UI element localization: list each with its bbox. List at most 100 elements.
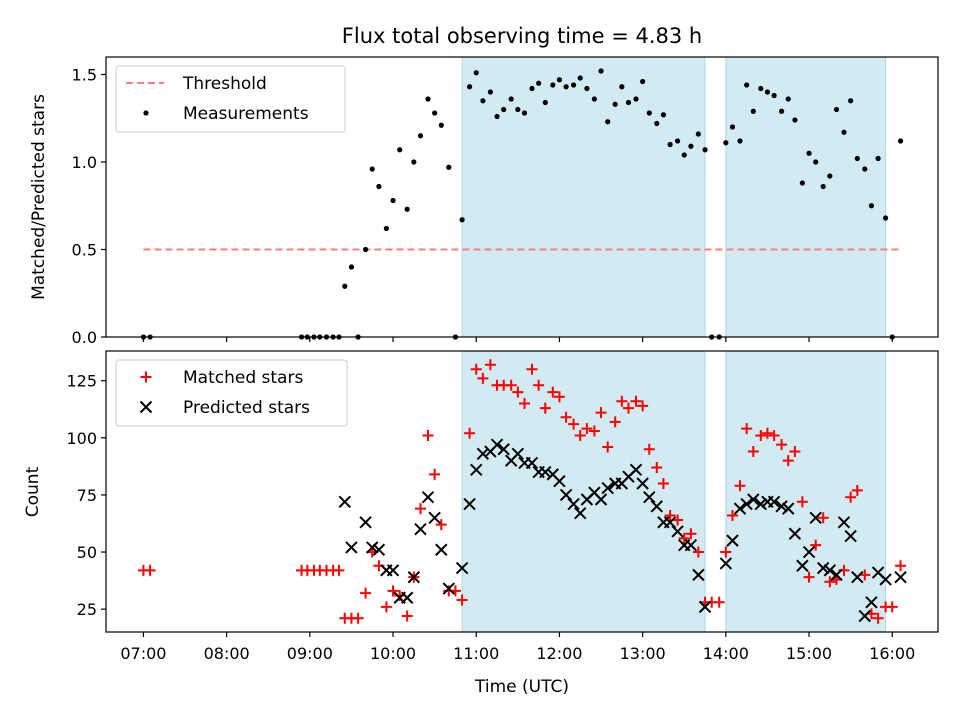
matched-stars-point (741, 423, 753, 435)
y-axis-label-ratio: Matched/Predicted stars (29, 94, 49, 300)
matched-stars-point (851, 484, 863, 496)
matched-stars-point (810, 539, 822, 551)
predicted-stars-point (421, 491, 435, 504)
measurements-point (667, 141, 673, 148)
measurements-point (806, 150, 812, 156)
predicted-stars-point (643, 491, 656, 504)
predicted-stars-point (663, 516, 677, 529)
predicted-stars-point (851, 570, 864, 584)
x-tick-label: 11:00 (453, 644, 499, 663)
measurements-point (695, 131, 701, 137)
matched-stars-point (352, 612, 364, 624)
measurements-point (702, 147, 708, 153)
predicted-stars-point (802, 545, 816, 559)
matched-stars-point (657, 478, 669, 490)
observing-window-1-0 (461, 350, 706, 633)
measurements-point (425, 96, 431, 102)
x-tick-label: 09:00 (287, 644, 333, 663)
predicted-stars-point (650, 500, 663, 513)
measurements-point (563, 84, 569, 90)
plot-frame-1 (105, 350, 939, 633)
matched-stars-point (678, 532, 690, 544)
y-tick-label: 1.5 (72, 66, 97, 85)
predicted-stars-point (719, 557, 733, 570)
matched-stars-point (387, 585, 399, 597)
measurements-point (827, 173, 833, 179)
legend-box (115, 65, 346, 133)
measurements-point (785, 96, 791, 102)
predicted-stars-point (497, 443, 510, 456)
matched-stars-point (568, 418, 580, 430)
predicted-stars-point (747, 493, 760, 506)
measurements-point (376, 183, 382, 190)
measurements-point (813, 159, 819, 165)
measurements-point (591, 96, 597, 102)
measurements-point (729, 124, 736, 130)
predicted-stars-point (740, 497, 753, 511)
measurements-point (536, 80, 542, 86)
y-tick-label: 100 (66, 429, 97, 448)
measurements-point (432, 110, 438, 116)
measurements-point (521, 110, 528, 116)
measurements-point (833, 106, 840, 113)
matched-stars-point (553, 391, 565, 403)
predicted-stars-point (816, 561, 830, 575)
matched-stars-point (456, 594, 468, 606)
measurements-point (723, 140, 729, 146)
measurements-point (487, 89, 493, 95)
measurements-point (758, 85, 764, 92)
matched-stars-point (401, 610, 413, 622)
matched-stars-point (144, 564, 156, 576)
matched-stars-point (435, 519, 447, 531)
matched-stars-point (713, 596, 725, 608)
measurements-point (633, 96, 639, 102)
matched-stars-point (768, 430, 780, 442)
matched-stars-point (595, 407, 607, 419)
predicted-stars-point (470, 463, 483, 477)
legend-label: Predicted stars (183, 398, 310, 418)
matched-stars-point (761, 427, 773, 439)
matched-stars-point (726, 509, 738, 521)
measurements-point (875, 155, 881, 162)
matched-stars-point (333, 564, 345, 576)
matched-stars-point (643, 443, 655, 455)
matched-stars-point (602, 441, 614, 453)
measurements-point (778, 108, 785, 114)
measurements-point (841, 129, 847, 135)
measurements-point (466, 84, 473, 90)
matched-stars-point (895, 560, 907, 572)
predicted-stars-point (858, 609, 871, 623)
matched-stars-point (824, 576, 836, 588)
matched-stars-point (630, 395, 642, 407)
measurements-point (792, 117, 798, 123)
x-tick-label: 13:00 (620, 644, 666, 663)
predicted-stars-point (671, 525, 684, 538)
measurements-point (688, 143, 694, 149)
legend-label: Matched stars (183, 368, 303, 388)
predicted-stars-point (366, 541, 379, 554)
measurements-point (584, 85, 590, 92)
predicted-stars-point (400, 591, 414, 604)
measurements-point (764, 89, 771, 95)
predicted-stars-point (559, 488, 573, 502)
observing-window-0-0 (461, 56, 706, 338)
matched-stars-point (560, 411, 572, 423)
predicted-stars-point (567, 497, 580, 511)
matched-stars-point (845, 491, 857, 503)
x-tick-label: 07:00 (120, 644, 166, 663)
predicted-stars-point (684, 538, 698, 552)
x-tick-label: 14:00 (703, 644, 749, 663)
predicted-stars-point (435, 543, 448, 556)
predicted-stars-point (372, 543, 386, 556)
measurements-point (508, 96, 514, 102)
predicted-stars-point (553, 475, 566, 488)
measurements-point (417, 133, 424, 139)
measurements-point (862, 166, 868, 172)
measurements-point (854, 155, 860, 162)
x-tick-label: 08:00 (204, 644, 250, 663)
predicted-stars-point (629, 463, 643, 477)
matched-stars-point (588, 425, 600, 437)
measurements-point (411, 159, 417, 165)
predicted-stars-point (823, 564, 837, 577)
matched-stars-point (734, 480, 746, 492)
